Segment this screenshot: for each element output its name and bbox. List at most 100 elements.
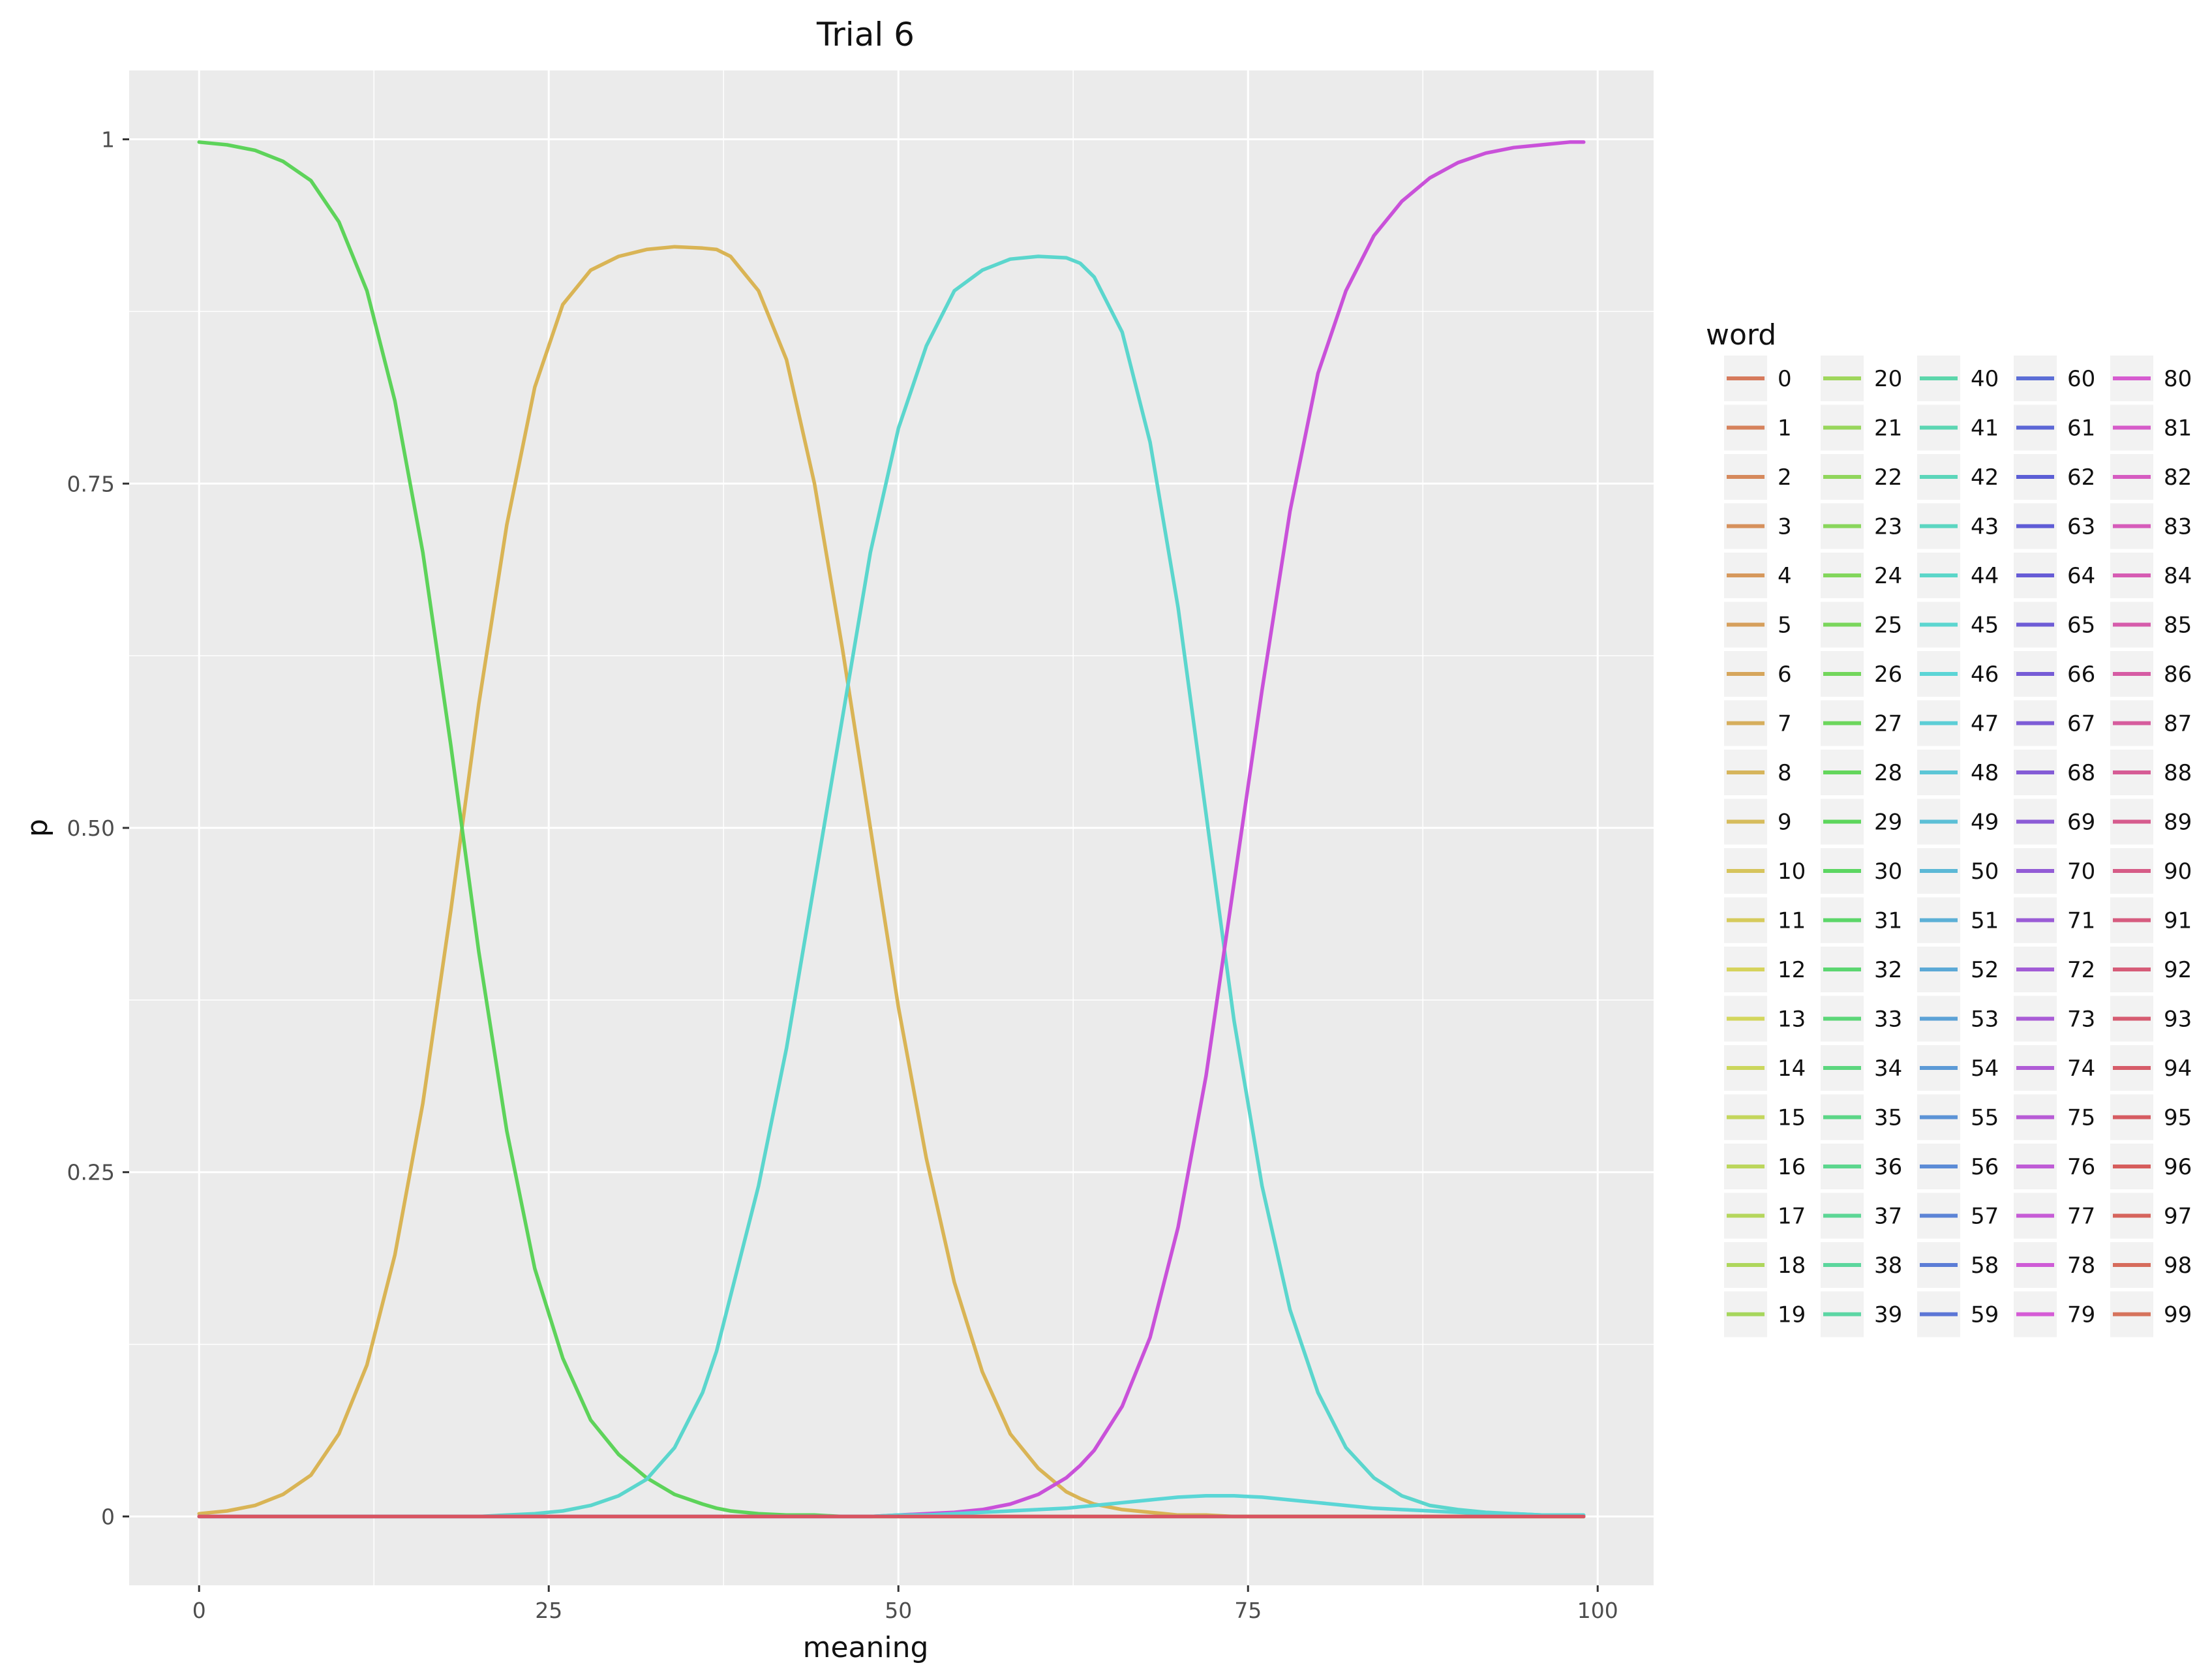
- legend-item: 87: [2110, 700, 2192, 746]
- legend-label: 48: [1971, 760, 1999, 786]
- legend-item: 61: [2014, 404, 2095, 451]
- legend-label: 15: [1778, 1105, 1806, 1131]
- legend-item: 32: [1821, 947, 1902, 992]
- legend-label: 80: [2164, 366, 2192, 392]
- legend-item: 56: [1917, 1144, 1999, 1189]
- legend-label: 7: [1778, 711, 1792, 737]
- legend-item: 93: [2110, 996, 2192, 1042]
- legend-item: 44: [1917, 553, 1999, 598]
- legend-label: 5: [1778, 613, 1792, 639]
- legend-label: 8: [1778, 760, 1792, 786]
- legend-item: 49: [1917, 799, 1999, 845]
- legend-label: 4: [1778, 563, 1792, 589]
- legend-item: 84: [2110, 553, 2192, 598]
- legend-item: 91: [2110, 897, 2192, 943]
- legend-label: 52: [1971, 957, 1999, 983]
- y-tick-label: 1: [101, 127, 115, 153]
- legend-label: 39: [1874, 1302, 1902, 1328]
- legend-item: 64: [2014, 553, 2095, 598]
- legend-label: 24: [1874, 563, 1902, 589]
- legend-item: 39: [1821, 1291, 1902, 1337]
- legend-label: 91: [2164, 908, 2192, 934]
- y-tick-label: 0.75: [67, 471, 115, 496]
- legend-label: 50: [1971, 859, 1999, 885]
- legend-item: 41: [1917, 404, 1999, 451]
- legend-label: 23: [1874, 514, 1902, 540]
- legend-label: 64: [2067, 563, 2095, 589]
- legend-label: 83: [2164, 514, 2192, 540]
- y-axis-title: p: [21, 819, 54, 837]
- legend-label: 58: [1971, 1253, 1999, 1279]
- legend-item: 42: [1917, 454, 1999, 500]
- legend-label: 51: [1971, 908, 1999, 934]
- legend-label: 14: [1778, 1056, 1806, 1082]
- legend-label: 59: [1971, 1302, 1999, 1328]
- legend-label: 54: [1971, 1056, 1999, 1082]
- legend-label: 29: [1874, 810, 1902, 836]
- legend-item: 65: [2014, 602, 2095, 648]
- legend-label: 47: [1971, 711, 1999, 737]
- legend-label: 28: [1874, 760, 1902, 786]
- legend-label: 98: [2164, 1253, 2192, 1279]
- legend-item: 12: [1724, 947, 1806, 992]
- legend-item: 46: [1917, 651, 1999, 697]
- legend-label: 82: [2164, 465, 2192, 491]
- legend-item: 67: [2014, 700, 2095, 746]
- legend-label: 44: [1971, 563, 1999, 589]
- legend-label: 11: [1778, 908, 1806, 934]
- legend-item: 63: [2014, 503, 2095, 549]
- legend-label: 0: [1778, 366, 1792, 392]
- legend-label: 2: [1778, 465, 1792, 491]
- legend-label: 35: [1874, 1105, 1902, 1131]
- legend-item: 96: [2110, 1144, 2192, 1189]
- legend-item: 37: [1821, 1193, 1902, 1239]
- legend: word 01234567891011121314151617181920212…: [1706, 318, 2192, 1337]
- legend-label: 70: [2067, 859, 2095, 885]
- legend-item: 29: [1821, 799, 1902, 845]
- legend-label: 88: [2164, 760, 2192, 786]
- legend-item: 31: [1821, 897, 1902, 943]
- legend-label: 76: [2067, 1154, 2095, 1180]
- legend-label: 94: [2164, 1056, 2192, 1082]
- legend-label: 60: [2067, 366, 2095, 392]
- x-tick-label: 0: [192, 1598, 206, 1623]
- legend-item: 72: [2014, 947, 2095, 992]
- legend-item: 10: [1724, 848, 1806, 894]
- legend-item: 60: [2014, 356, 2095, 401]
- legend-item: 43: [1917, 503, 1999, 549]
- legend-label: 85: [2164, 613, 2192, 639]
- legend-label: 36: [1874, 1154, 1902, 1180]
- legend-item: 33: [1821, 996, 1902, 1042]
- legend-item: 7: [1724, 700, 1792, 746]
- legend-item: 52: [1917, 947, 1999, 992]
- legend-item: 94: [2110, 1045, 2192, 1091]
- legend-item: 34: [1821, 1045, 1902, 1091]
- legend-label: 26: [1874, 662, 1902, 688]
- legend-label: 95: [2164, 1105, 2192, 1131]
- legend-label: 78: [2067, 1253, 2095, 1279]
- legend-label: 55: [1971, 1105, 1999, 1131]
- legend-label: 46: [1971, 662, 1999, 688]
- legend-item: 48: [1917, 750, 1999, 795]
- legend-label: 66: [2067, 662, 2095, 688]
- x-axis-title: meaning: [803, 1631, 929, 1664]
- legend-item: 80: [2110, 356, 2192, 401]
- legend-item: 0: [1724, 356, 1792, 401]
- legend-item: 26: [1821, 651, 1902, 697]
- legend-item: 92: [2110, 947, 2192, 992]
- legend-item: 17: [1724, 1193, 1806, 1239]
- legend-item: 1: [1724, 404, 1792, 451]
- legend-label: 72: [2067, 957, 2095, 983]
- legend-item: 57: [1917, 1193, 1999, 1239]
- legend-label: 17: [1778, 1204, 1806, 1230]
- legend-item: 82: [2110, 454, 2192, 500]
- legend-item: 5: [1724, 602, 1792, 648]
- x-tick-label: 75: [1234, 1598, 1262, 1623]
- legend-item: 15: [1724, 1094, 1806, 1140]
- legend-label: 77: [2067, 1204, 2095, 1230]
- legend-item: 78: [2014, 1242, 2095, 1288]
- legend-label: 79: [2067, 1302, 2095, 1328]
- legend-item: 98: [2110, 1242, 2192, 1288]
- legend-label: 89: [2164, 810, 2192, 836]
- legend-item: 51: [1917, 897, 1999, 943]
